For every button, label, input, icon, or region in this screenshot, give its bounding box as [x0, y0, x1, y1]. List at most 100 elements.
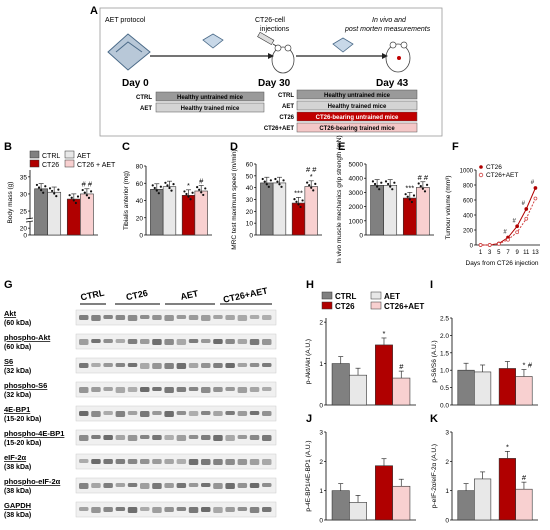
legend-marker-ct26-aet: [478, 172, 484, 178]
significance-mark: #: [512, 218, 516, 224]
data-point: [421, 187, 424, 190]
blot-band: [188, 483, 199, 487]
blot-band: [176, 507, 187, 511]
blot-strip: [75, 453, 277, 470]
data-point: [295, 200, 298, 203]
legend-swatch-aet: [64, 150, 75, 159]
significance-mark: # #: [418, 173, 429, 182]
data-point: [293, 198, 296, 201]
blot-band: [152, 315, 162, 320]
day0-label: Day 0: [122, 78, 149, 89]
bar-ct26-aet: [80, 193, 94, 236]
bar-ct26: [375, 344, 393, 406]
treadmill-icon: [107, 33, 151, 71]
blot-band: [237, 315, 248, 321]
blot-band: [103, 363, 113, 367]
bar-ctrl: [150, 188, 164, 236]
blot-band: [115, 507, 126, 511]
blot-band: [188, 315, 199, 320]
blot-band: [188, 507, 199, 513]
blot-band: [115, 483, 126, 487]
blot-band: [262, 483, 272, 487]
row-bar: [296, 89, 418, 100]
axis-break-mark: [25, 220, 34, 223]
blot-strip: [75, 405, 277, 422]
blot-strip: [75, 381, 277, 398]
significance-mark: # #: [306, 165, 317, 174]
bar-aet: [474, 478, 492, 521]
blot-band: [79, 507, 89, 511]
blot-band: [225, 315, 235, 320]
bar-ct26: [402, 197, 417, 236]
blot-band: [201, 459, 211, 465]
blot-band: [91, 507, 101, 513]
chart-e: 0 1000 2000 3000 4000 5000 In vivo muscle mech…: [336, 135, 434, 264]
data-point: [185, 192, 188, 196]
axis-break-mark: [25, 217, 34, 220]
data-point: [196, 186, 199, 189]
y-tick-label: 0: [445, 518, 449, 525]
data-point: [85, 194, 88, 197]
blot-band: [79, 411, 89, 416]
aet-protocol-label: AET protocol: [105, 17, 146, 24]
data-point: [87, 196, 91, 199]
data-point: [314, 182, 317, 185]
significance-mark: #: [531, 180, 535, 186]
legend-aet: AET: [77, 153, 91, 160]
data-point: [168, 186, 171, 190]
blot-kda: (15-20 kDa): [4, 440, 41, 447]
blot-band: [213, 411, 223, 416]
y-tick-label: 10: [246, 221, 254, 228]
blot-band: [127, 483, 138, 487]
row-tag: CTRL: [136, 95, 152, 101]
bar-ctrl: [370, 185, 384, 236]
y-tick-label: 1.0: [440, 368, 449, 375]
data-point: [81, 188, 84, 192]
blot-band: [127, 363, 138, 367]
bar-ct26-aet: [416, 187, 430, 236]
data-point: [40, 189, 43, 192]
bar-aet: [162, 186, 177, 236]
group-rows-right: CTRL Healthy untrained mice AET Healthy tra…: [264, 89, 418, 133]
data-point: [393, 181, 396, 184]
blot-band: [176, 459, 187, 464]
bar-ct26-aet: [515, 488, 533, 521]
data-point: [157, 192, 160, 195]
y-tick-label: 40: [246, 185, 254, 192]
panel-b-letter: B: [4, 141, 12, 153]
significance-mark: *: [383, 329, 386, 338]
blot-band: [225, 507, 235, 512]
data-point: [42, 191, 45, 194]
data-point: [533, 186, 538, 190]
data-point: [48, 187, 52, 190]
blot-kda: (60 kDa): [4, 320, 31, 327]
blot-band: [103, 387, 113, 391]
data-point: [74, 201, 77, 205]
data-point: [533, 196, 538, 201]
y-axis-label: p-4E-BP1/4E-BP1 (A.U.): [305, 440, 312, 511]
data-point: [278, 183, 281, 186]
blot-band: [213, 363, 223, 368]
significance-mark: *: [506, 442, 509, 451]
blot-name: eIF-2α: [4, 453, 27, 462]
row-bar: [296, 111, 418, 122]
blot-strip: [75, 429, 277, 446]
row-tag: AET: [282, 104, 294, 110]
blot-strip: [75, 477, 277, 494]
data-point: [478, 243, 483, 247]
y-tick-label: 30: [20, 191, 28, 198]
data-point: [170, 189, 173, 192]
chart-h: 0 1 2 p-Akt/Akt (A.U.) * #: [305, 318, 416, 410]
data-point: [312, 189, 315, 192]
blot-band: [79, 483, 89, 489]
bar-ct26: [375, 465, 393, 521]
blot-band: [91, 411, 101, 417]
blot-band: [262, 339, 272, 345]
significance-mark: #: [528, 361, 533, 370]
blot-band: [115, 363, 126, 367]
blot-name: phospho-eIF-2α: [4, 477, 61, 486]
data-point: [389, 185, 392, 188]
blot-band: [164, 387, 174, 393]
blot-band: [79, 339, 89, 345]
legend-h: CTRL AET CT26 CT26+AET: [321, 291, 424, 311]
